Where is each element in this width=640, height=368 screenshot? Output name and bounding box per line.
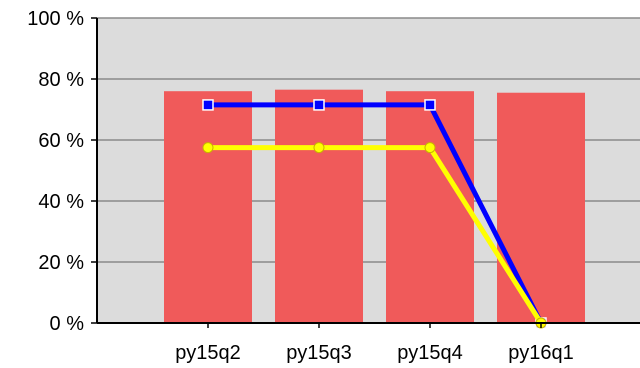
series-line xyxy=(208,102,544,325)
bar xyxy=(497,92,585,323)
data-point xyxy=(202,99,214,111)
y-tick-labels: 0 % 20 % 40 % 60 % 80 % 100 % xyxy=(27,8,84,335)
y-tick-label: 40 % xyxy=(38,191,84,213)
data-point xyxy=(202,142,214,154)
bar-series xyxy=(164,89,585,323)
bar xyxy=(275,89,363,323)
data-point xyxy=(424,99,436,111)
data-point xyxy=(313,142,325,154)
x-tick-label: py15q2 xyxy=(175,342,241,364)
data-point xyxy=(424,142,436,154)
y-tick-label: 80 % xyxy=(38,69,84,91)
x-tick-label: py15q4 xyxy=(397,342,463,364)
line-series xyxy=(202,99,547,329)
bar xyxy=(164,91,252,323)
series-line xyxy=(208,145,544,325)
line-series-group xyxy=(202,142,547,329)
axes xyxy=(96,18,640,324)
bar xyxy=(386,91,474,323)
y-tick-label: 20 % xyxy=(38,252,84,274)
x-tick-label: py16q1 xyxy=(508,342,574,364)
x-tick-labels: py15q2 py15q3 py15q4 py16q1 xyxy=(175,323,574,364)
y-tick-label: 0 % xyxy=(50,313,85,335)
y-tick-label: 100 % xyxy=(27,8,84,30)
x-tick-label: py15q3 xyxy=(286,342,352,364)
data-point xyxy=(313,99,325,111)
y-tick-label: 60 % xyxy=(38,130,84,152)
